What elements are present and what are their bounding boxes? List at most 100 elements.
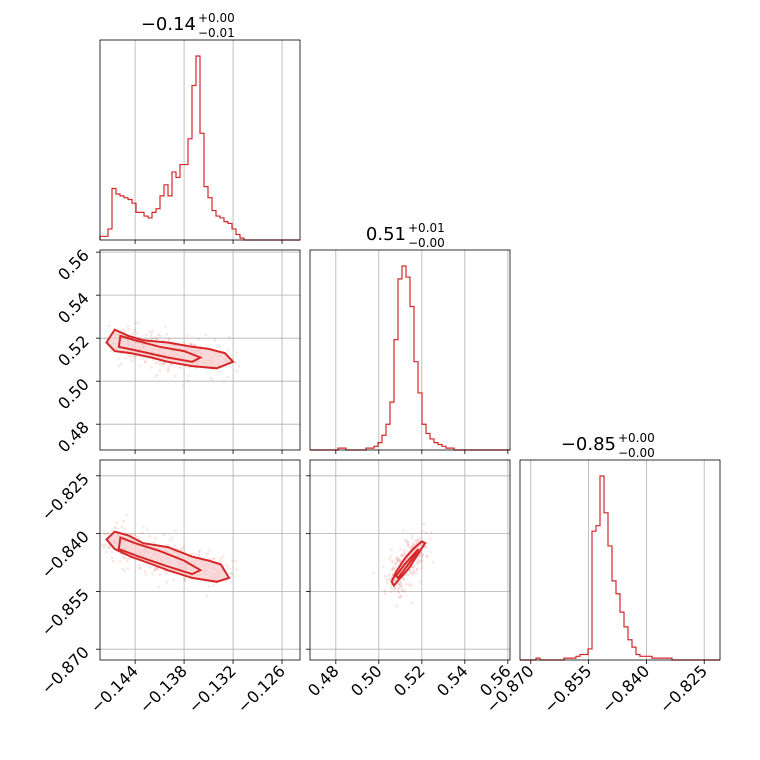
sample-point (148, 330, 151, 333)
sample-point (398, 595, 402, 599)
sample-point (117, 364, 121, 368)
sample-point (164, 572, 168, 575)
sample-point (123, 330, 127, 334)
sample-point (107, 324, 111, 328)
sample-point (208, 548, 211, 552)
sample-point (372, 571, 375, 574)
sample-point (212, 584, 215, 587)
sample-point (395, 556, 399, 560)
sample-point (403, 548, 406, 552)
y-tick-label: −0.870 (38, 643, 93, 698)
sample-point (430, 551, 433, 554)
sample-point (100, 543, 104, 547)
sample-point (401, 576, 405, 580)
sample-point (131, 355, 135, 359)
sample-point (191, 343, 194, 346)
sample-point (407, 544, 410, 547)
sample-point (130, 533, 133, 536)
sample-point (408, 546, 412, 549)
sample-point (398, 559, 401, 562)
sample-point (167, 365, 171, 369)
sample-point (179, 548, 183, 552)
sample-point (391, 566, 395, 569)
sample-point (163, 569, 166, 573)
sample-point (414, 539, 417, 543)
sample-point (393, 562, 397, 566)
sample-point (206, 552, 210, 556)
sample-point (120, 567, 124, 571)
sample-point (119, 352, 123, 356)
sample-point (390, 590, 393, 594)
sample-point (110, 550, 114, 554)
sample-point (156, 568, 160, 571)
sample-point (133, 533, 137, 537)
sample-point (162, 362, 165, 365)
sample-point (193, 553, 197, 557)
sample-point (162, 533, 166, 537)
sample-point (197, 550, 201, 554)
sample-point (381, 565, 385, 569)
sample-point (170, 536, 174, 540)
sample-point (410, 583, 414, 586)
sample-point (425, 554, 429, 557)
sample-point (158, 585, 161, 589)
x-tick-label: 0.52 (390, 661, 429, 700)
param-title-lower-2: −0.00 (618, 446, 655, 460)
sample-point (150, 366, 153, 369)
sample-point (158, 363, 162, 366)
sample-point (149, 565, 152, 569)
sample-point (191, 552, 194, 555)
sample-point (403, 589, 406, 593)
sample-point (183, 576, 186, 580)
sample-point (166, 367, 170, 371)
sample-point (154, 361, 157, 365)
sample-point (390, 568, 394, 572)
sample-point (390, 548, 393, 551)
sample-point (148, 535, 151, 538)
sample-point (170, 363, 174, 366)
y-tick-label: −0.840 (38, 527, 93, 582)
sample-point (425, 555, 428, 559)
pair-panel-2-0: −0.144−0.138−0.132−0.126−0.870−0.855−0.8… (38, 459, 301, 717)
sample-point (387, 578, 391, 581)
sample-point (226, 566, 230, 570)
x-tick-label: −0.840 (598, 661, 653, 716)
sample-point (416, 540, 419, 544)
sample-point (152, 541, 156, 545)
sample-point (399, 580, 402, 583)
sample-point (399, 581, 402, 585)
sample-point (419, 554, 422, 557)
sample-point (404, 539, 408, 543)
sample-point (410, 601, 414, 605)
sample-point (418, 560, 422, 563)
sample-point (406, 541, 410, 544)
sample-point (134, 354, 138, 358)
sample-point (218, 345, 221, 348)
sample-point (394, 565, 398, 569)
panel-content (372, 522, 435, 608)
sample-point (420, 566, 424, 570)
sample-point (146, 528, 149, 532)
sample-point (156, 567, 159, 570)
sample-point (150, 331, 153, 335)
sample-point (213, 338, 217, 342)
histogram-1 (310, 265, 510, 451)
sample-point (126, 567, 130, 570)
contour-inner (117, 334, 203, 363)
sample-point (131, 331, 135, 335)
sample-point (104, 532, 107, 536)
sample-point (174, 374, 177, 378)
sample-point (401, 577, 404, 580)
contour-inner (117, 536, 203, 576)
sample-point (406, 550, 410, 553)
panel-frame (99, 39, 301, 241)
sample-point (113, 525, 117, 529)
sample-point (422, 522, 426, 526)
sample-point (383, 574, 387, 578)
sample-point (410, 545, 413, 549)
hist-panel-1: 0.51 +0.01−0.00 (309, 221, 511, 454)
sample-point (131, 354, 135, 357)
sample-point (166, 543, 170, 547)
x-tick-label: −0.132 (185, 661, 240, 716)
